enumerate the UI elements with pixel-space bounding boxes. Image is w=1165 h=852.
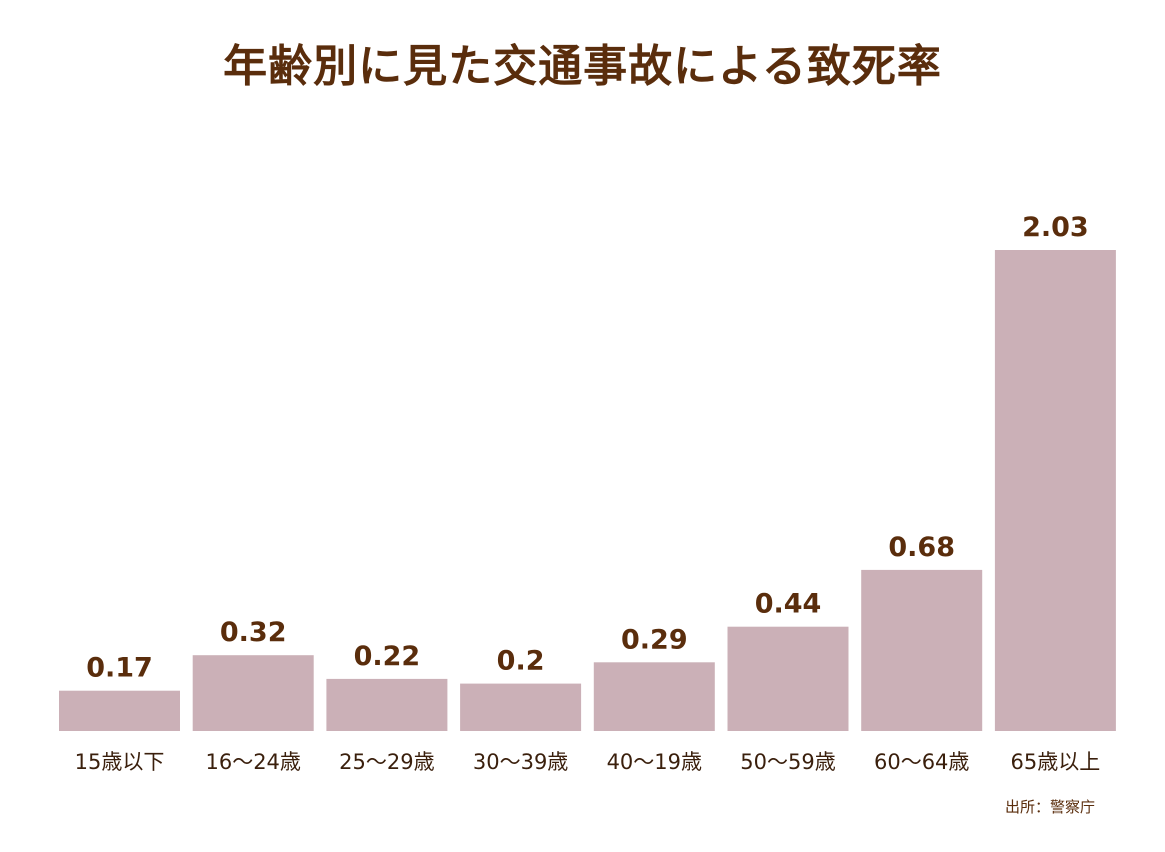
bar-2 bbox=[192, 655, 314, 731]
bar-value-label: 0.32 bbox=[220, 617, 287, 648]
bar-5 bbox=[593, 662, 715, 731]
bar-3 bbox=[326, 678, 448, 731]
bar-value-label: 0.29 bbox=[621, 624, 688, 655]
category-label: 60〜64歳 bbox=[874, 750, 969, 774]
category-label: 30〜39歳 bbox=[473, 750, 568, 774]
bar-4 bbox=[460, 683, 582, 731]
bar-value-label: 0.2 bbox=[497, 646, 545, 677]
category-label: 16〜24歳 bbox=[205, 750, 300, 774]
bar-1 bbox=[59, 690, 180, 731]
bar-value-label: 0.22 bbox=[354, 641, 421, 672]
category-label: 65歳以上 bbox=[1011, 750, 1101, 774]
category-label: 15歳以下 bbox=[75, 750, 165, 774]
bar-value-label: 2.03 bbox=[1022, 212, 1089, 243]
category-label: 25〜29歳 bbox=[339, 750, 434, 774]
bar-value-label: 0.44 bbox=[755, 589, 822, 620]
category-label: 50〜59歳 bbox=[740, 750, 835, 774]
chart-title: 年齢別に見た交通事故による致死率 bbox=[223, 41, 942, 92]
category-label: 40〜19歳 bbox=[607, 750, 702, 774]
bar-6 bbox=[727, 626, 849, 731]
bar-8 bbox=[994, 250, 1116, 731]
bar-value-label: 0.17 bbox=[86, 653, 153, 684]
source-note: 出所：警察庁 bbox=[1004, 798, 1095, 816]
bar-7 bbox=[861, 569, 983, 731]
bar-value-label: 0.68 bbox=[888, 532, 955, 563]
